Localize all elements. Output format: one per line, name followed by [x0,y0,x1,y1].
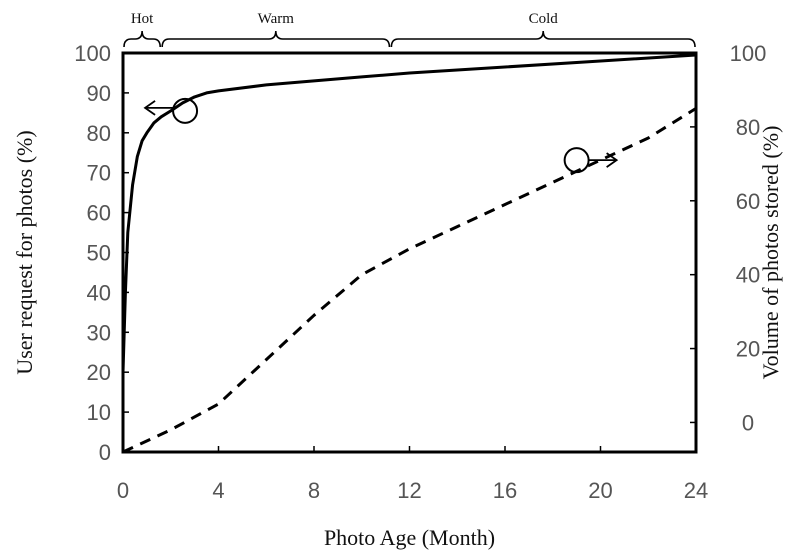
y-tick-label-1: 10 [87,400,111,425]
series-markers [143,97,619,174]
tick-labels: 0 4 8 12 16 20 24 0 10 20 30 40 50 60 70 80 90 100 0 20 40 60… [74,41,766,503]
series-marker-circle-0 [172,97,199,124]
y2-tick-label-0: 0 [742,410,754,435]
y-tick-label-3: 30 [87,320,111,345]
y-tick-label-4: 40 [87,280,111,305]
y-tick-label-0: 0 [99,440,111,465]
x-tick-label-6: 24 [684,478,708,503]
series-lines [121,53,697,454]
y-tick-label-7: 70 [87,161,111,186]
y-tick-label-9: 90 [87,81,111,106]
region-label-2: Cold [529,11,559,27]
y-tick-label-5: 50 [87,241,111,266]
y2-tick-label-4: 80 [736,115,760,140]
region-brace-2 [390,30,696,48]
series-marker-circle-1 [563,147,590,174]
x-tick-label-1: 4 [212,478,224,503]
y-axis-label: User request for photos (%) [12,130,37,374]
y2-tick-label-1: 20 [736,337,760,362]
y2-tick-label-3: 60 [736,189,760,214]
x-axis-label: Photo Age (Month) [324,525,495,550]
region-brace-0 [123,30,161,48]
x-tick-label-3: 12 [397,478,421,503]
y2-axis-label: Volume of photos stored (%) [758,126,783,380]
x-tick-label-4: 16 [493,478,517,503]
y2-tick-label-2: 40 [736,263,760,288]
region-braces: Hot Warm Cold [123,11,696,48]
x-tick-label-0: 0 [117,478,129,503]
series-marker-arrow-head-1 [606,152,619,168]
region-label-1: Warm [258,11,295,27]
x-tick-label-5: 20 [588,478,612,503]
tick-marks [122,52,697,453]
y-tick-label-8: 80 [87,121,111,146]
region-brace-1 [161,30,391,48]
x-tick-label-2: 8 [308,478,320,503]
series-marker-arrow-head-0 [143,100,156,116]
y-tick-label-10: 100 [74,41,111,66]
plot-area-frame [121,51,698,454]
y-tick-label-2: 20 [87,360,111,385]
y2-tick-label-5: 100 [730,41,767,66]
region-label-0: Hot [131,11,154,27]
series-line-0 [121,53,697,373]
y-tick-label-6: 60 [87,201,111,226]
